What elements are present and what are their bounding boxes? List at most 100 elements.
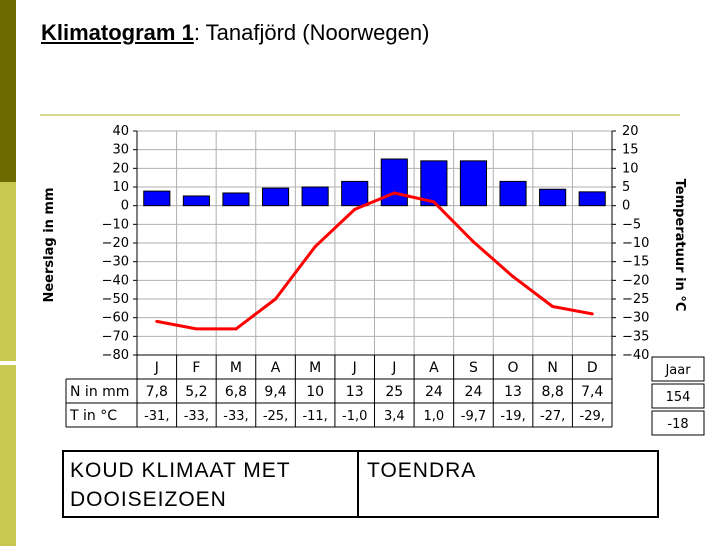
temperature-point [511,275,515,279]
side-bar-gap [0,361,16,365]
jaar-temp: -18 [667,417,688,432]
right-tick-label: −20 [622,273,649,288]
precip-bar [578,191,606,207]
right-tick-label: 20 [622,124,639,139]
left-tick-label: −10 [102,217,129,232]
divider-rule [40,114,680,116]
jaar-box [651,383,705,409]
temperature-point [313,245,317,249]
temperature-point [551,304,555,308]
slide-title: Klimatogram 1: Tanafjörd (Noorwegen) [41,20,429,46]
month-label: J [154,360,159,376]
left-tick-label: −50 [102,292,129,307]
temp-value: -19, [500,409,525,424]
month-label: S [469,360,478,376]
temperature-point [234,327,238,331]
temp-value: -25, [263,409,288,424]
month-label: M [309,360,321,376]
left-tick-label: −20 [102,236,129,251]
temp-value: -33, [223,409,248,424]
row-label-precip: N in mm [70,384,129,400]
precip-bar [380,158,408,207]
temperature-point [194,327,198,331]
precip-value: 6,8 [225,384,247,400]
month-label: N [547,360,557,376]
jaar-box [651,356,705,382]
precip-value: 7,4 [581,384,603,400]
precip-value: 10 [306,384,324,400]
left-tick-label: 10 [112,180,129,195]
month-label: A [429,360,439,376]
left-tick-label: −80 [102,348,129,363]
month-label: D [587,360,598,376]
classification-box: KOUD KLIMAAT MET DOOISEIZOEN TOENDRA [62,450,659,518]
month-label: O [508,360,519,376]
temperature-point [471,240,475,244]
month-label: J [391,360,396,376]
precip-value: 9,4 [264,384,286,400]
left-tick-label: 20 [112,161,129,176]
precip-bar [301,186,329,207]
temperature-line [156,191,593,331]
precip-bar [341,180,369,207]
precip-value: 7,8 [146,384,168,400]
title-rest: : Tanafjörd (Noorwegen) [193,20,430,45]
temperature-point [155,319,159,323]
temp-value: -9,7 [461,409,486,424]
right-axis-title: Temperatuur in °C [672,179,687,312]
left-tick-label: 0 [121,199,129,214]
precip-bar [143,190,171,207]
precip-bar [261,187,290,207]
right-tick-label: 10 [622,161,639,176]
right-tick-label: −5 [622,217,641,232]
temp-value: -11, [302,409,327,424]
climate-type: KOUD KLIMAAT MET DOOISEIZOEN [64,452,359,516]
month-label: F [192,360,200,376]
right-tick-label: −30 [622,311,649,326]
precip-bar [420,160,448,207]
precip-value: 5,2 [185,384,207,400]
vegetation-type: TOENDRA [367,459,477,482]
right-tick-label: −25 [622,292,649,307]
right-tick-label: −10 [622,236,649,251]
precip-value: 13 [504,384,522,400]
jaar-label: Jaar [664,363,691,378]
left-tick-label: −60 [102,311,129,326]
temp-value: -29, [580,409,605,424]
precip-value: 24 [425,384,443,400]
left-axis-title: Neerslag in mm [42,187,57,302]
precip-bar [182,195,210,207]
left-tick-label: −40 [102,273,129,288]
precip-bar [459,160,488,207]
precip-bar [499,180,527,207]
precip-bar [222,192,250,207]
right-tick-label: 15 [622,143,639,158]
right-tick-label: −35 [622,329,649,344]
temperature-point [353,207,357,211]
month-label: M [230,360,242,376]
jaar-box [651,410,705,436]
left-tick-label: 30 [112,143,129,158]
month-label: J [352,360,357,376]
temp-value: -33, [184,409,209,424]
temperature-point [392,191,396,195]
temperature-point [590,312,594,316]
right-tick-label: −15 [622,255,649,270]
temp-value: -27, [540,409,565,424]
temp-value: -31, [144,409,169,424]
precip-value: 8,8 [541,384,563,400]
row-label-temp: T in °C [69,408,117,424]
side-bar-dark [0,0,16,182]
precip-bar [539,188,567,207]
temperature-point [274,297,278,301]
left-tick-label: −30 [102,255,129,270]
precip-value: 24 [465,384,483,400]
temperature-point [432,200,436,204]
precip-value: 13 [346,384,364,400]
title-bold: Klimatogram 1 [41,20,194,45]
temp-value: 3,4 [384,409,405,424]
right-tick-label: 5 [622,180,630,195]
jaar-precip: 154 [666,390,691,405]
precip-value: 25 [385,384,403,400]
